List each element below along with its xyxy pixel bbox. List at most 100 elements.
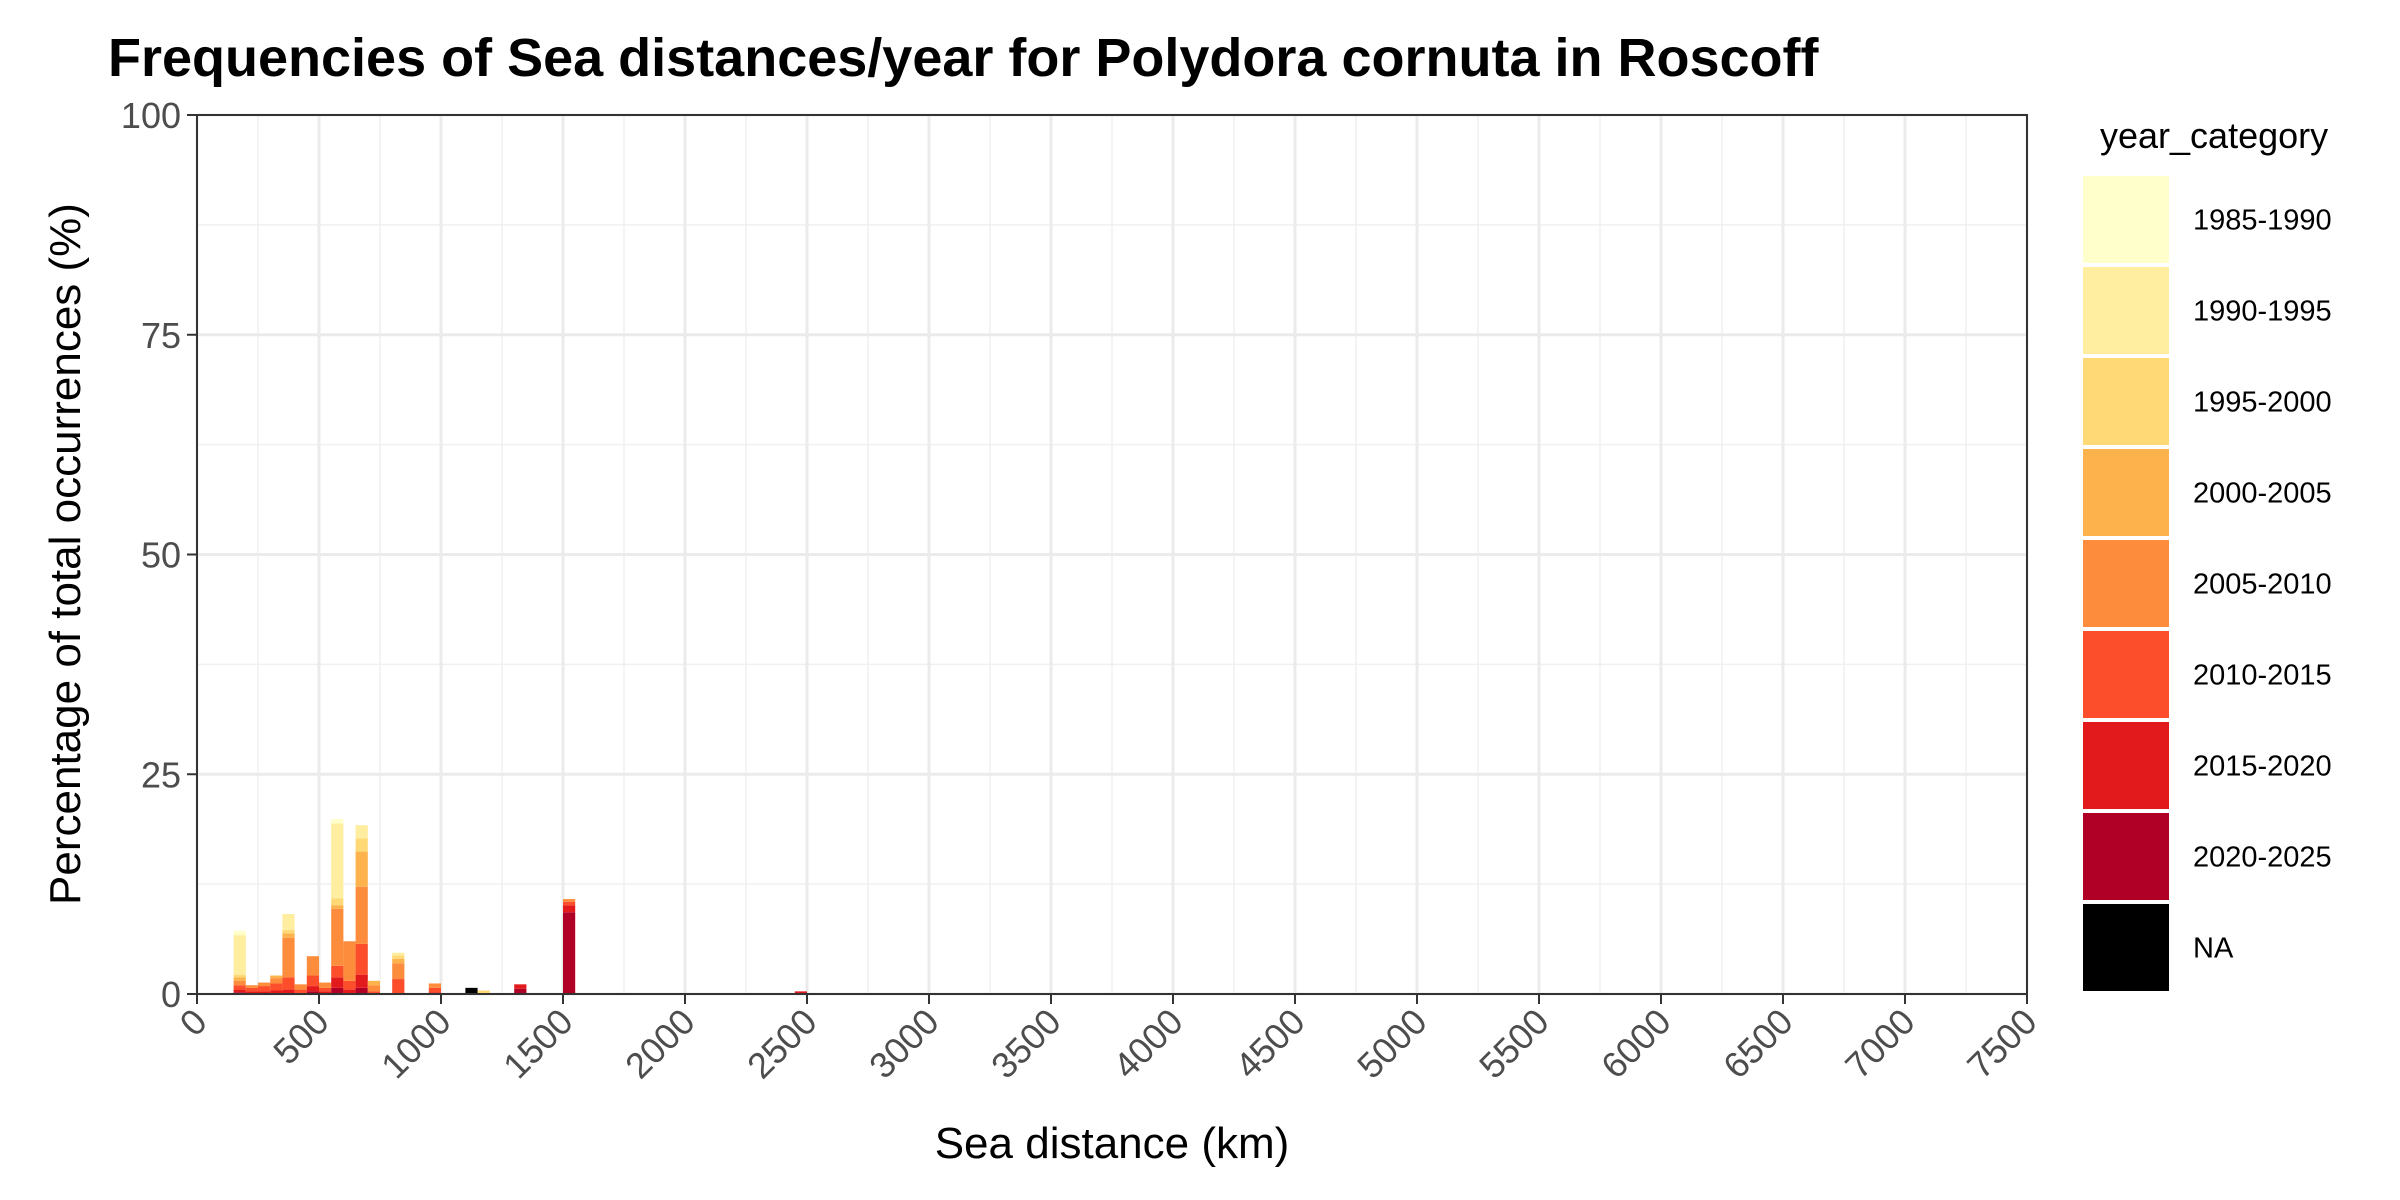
bar-segment <box>331 819 344 824</box>
y-tick-label: 0 <box>161 974 181 1015</box>
legend-title: year_category <box>2100 115 2328 156</box>
legend-label: NA <box>2193 933 2234 965</box>
bar-segment <box>282 989 295 994</box>
bar-segment <box>367 991 380 994</box>
bar-segment <box>306 956 319 976</box>
bar-segment <box>319 987 332 992</box>
legend-label: 1985-1990 <box>2193 205 2332 237</box>
bar-segment <box>392 958 405 964</box>
bar-segment <box>355 825 368 839</box>
bar-segment <box>428 987 441 993</box>
bar-segment <box>794 991 807 994</box>
bar-segment <box>282 929 295 934</box>
bar-segment <box>355 943 368 975</box>
bar-segment <box>563 901 576 906</box>
y-tick-label: 75 <box>141 315 181 356</box>
bar-segment <box>306 986 319 992</box>
chart-title: Frequencies of Sea distances/year for Po… <box>108 28 1819 88</box>
bar-segment <box>294 984 307 990</box>
bar-segment <box>367 985 380 992</box>
bar-segment <box>343 980 356 990</box>
bar-segment <box>319 991 332 994</box>
bar-segment <box>294 989 307 994</box>
bar-segment <box>233 980 246 986</box>
bar-segment <box>514 988 527 994</box>
bar-segment <box>355 838 368 852</box>
bar-segment <box>233 935 246 975</box>
legend-label: 2015-2020 <box>2193 751 2332 783</box>
bar-segment <box>331 823 344 899</box>
y-tick-label: 50 <box>141 535 181 576</box>
x-axis-title: Sea distance (km) <box>935 1119 1290 1168</box>
bar-segment <box>428 983 441 988</box>
bars <box>233 819 807 994</box>
legend-key <box>2083 904 2169 991</box>
bar-segment <box>282 933 295 938</box>
bar-segment <box>331 898 344 906</box>
bar-segment <box>258 982 271 987</box>
bar-segment <box>270 978 283 984</box>
legend-label: 1990-1995 <box>2193 296 2332 328</box>
bar-segment <box>392 952 405 956</box>
bar-segment <box>392 979 405 994</box>
bar-segment <box>563 912 576 994</box>
bar-segment <box>233 985 246 990</box>
bar-segment <box>331 905 344 909</box>
legend-label: 1995-2000 <box>2193 387 2332 419</box>
bar-segment <box>245 987 258 992</box>
bar-segment <box>233 974 246 978</box>
legend-label: 2020-2025 <box>2193 842 2332 874</box>
bar-segment <box>331 977 344 988</box>
bar-segment <box>319 982 332 988</box>
legend-key <box>2083 449 2169 536</box>
legend-key <box>2083 358 2169 445</box>
bar-segment <box>331 987 344 994</box>
bar-segment <box>245 985 258 988</box>
y-tick-label: 100 <box>121 95 181 136</box>
bar-segment <box>258 991 271 994</box>
bar-segment <box>331 908 344 966</box>
bar-segment <box>343 989 356 994</box>
bar-segment <box>282 914 295 930</box>
bar-segment <box>355 886 368 944</box>
bar-segment <box>343 941 356 981</box>
y-tick-label: 25 <box>141 754 181 795</box>
legend-label: 2010-2015 <box>2193 660 2332 692</box>
legend-key <box>2083 176 2169 263</box>
bar-segment <box>270 990 283 994</box>
bar-segment <box>563 899 576 902</box>
bar-segment <box>258 986 271 992</box>
bar-segment <box>233 989 246 993</box>
bar-segment <box>355 851 368 887</box>
legend-label: 2000-2005 <box>2193 478 2332 510</box>
bar-segment <box>514 984 527 989</box>
bar-segment <box>355 974 368 988</box>
bar-segment <box>306 975 319 987</box>
legend-key <box>2083 267 2169 354</box>
bar-segment <box>477 990 490 994</box>
bar-segment <box>270 975 283 979</box>
bar-segment <box>367 980 380 986</box>
legend: year_category 1985-1990 1990-1995 1995-200… <box>2083 115 2332 991</box>
bar-segment <box>331 965 344 978</box>
bar-segment <box>392 955 405 959</box>
bar-segment <box>563 905 576 913</box>
legend-key <box>2083 722 2169 809</box>
bar-segment <box>270 983 283 991</box>
bar-segment <box>233 930 246 936</box>
legend-key <box>2083 631 2169 718</box>
bar-segment <box>392 963 405 980</box>
bar-segment <box>282 977 295 990</box>
bar-segment <box>306 991 319 994</box>
bar-segment <box>355 987 368 994</box>
bar-segment <box>465 987 478 994</box>
legend-key <box>2083 540 2169 627</box>
bar-segment <box>245 991 258 994</box>
legend-key <box>2083 813 2169 900</box>
bar-segment <box>233 977 246 981</box>
y-axis-title: Percentage of total occurrences (%) <box>41 203 90 905</box>
legend-label: 2005-2010 <box>2193 569 2332 601</box>
bar-segment <box>282 937 295 978</box>
